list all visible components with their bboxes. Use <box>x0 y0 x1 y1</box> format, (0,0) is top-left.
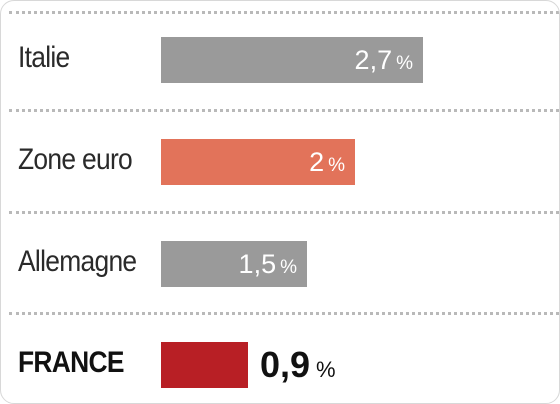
value-label: 2,7% <box>355 37 413 87</box>
row-divider <box>9 11 559 14</box>
category-label: Italie <box>18 41 70 74</box>
row-divider <box>9 211 559 214</box>
value-label: 2% <box>309 139 345 189</box>
value-number: 2,7 <box>354 45 393 75</box>
value-label: 0,9% <box>260 342 336 393</box>
category-label: Allemagne <box>18 245 137 278</box>
bar <box>161 241 307 287</box>
category-label: Zone euro <box>18 143 133 176</box>
category-label: FRANCE <box>18 346 124 379</box>
value-number: 0,9 <box>260 344 311 385</box>
row-divider <box>9 109 559 112</box>
value-number: 1,5 <box>238 249 277 279</box>
value-unit: % <box>328 155 345 176</box>
bar <box>161 139 355 185</box>
value-unit: % <box>280 257 297 278</box>
value-unit: % <box>316 357 336 382</box>
value-number: 2 <box>309 147 325 177</box>
row-divider <box>9 312 559 315</box>
bar <box>161 37 423 83</box>
bar <box>161 342 248 388</box>
value-unit: % <box>396 53 413 74</box>
value-label: 1,5% <box>239 241 297 291</box>
